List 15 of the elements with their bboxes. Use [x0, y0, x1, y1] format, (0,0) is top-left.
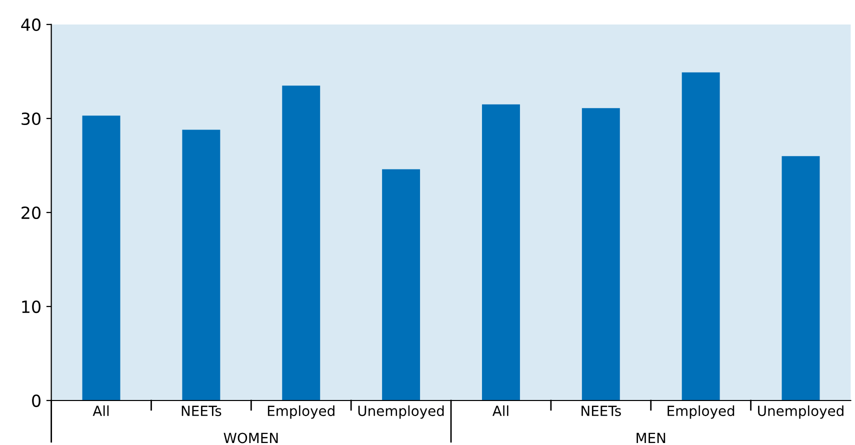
text: WOMEN [224, 432, 278, 444]
y-tick-label: 40 [21, 18, 40, 32]
y-tick-label: 20 [22, 206, 40, 220]
x-tick-label: NEETs [582, 406, 621, 416]
x-tick-label: All [492, 405, 508, 416]
x-tick-label: Employed [668, 405, 734, 419]
y-tick-label: 10 [22, 300, 40, 314]
x-tick-label: Employed [268, 405, 334, 419]
y-tick-label: 30 [22, 112, 40, 126]
x-tick-label: Unemployed [758, 405, 844, 419]
x-tick-label: Unemployed [358, 405, 444, 419]
x-tick-label: All [92, 405, 109, 416]
y-tick-label: 0 [32, 394, 40, 408]
text: MEN [636, 432, 666, 444]
x-tick-label: NEETs [182, 406, 222, 416]
